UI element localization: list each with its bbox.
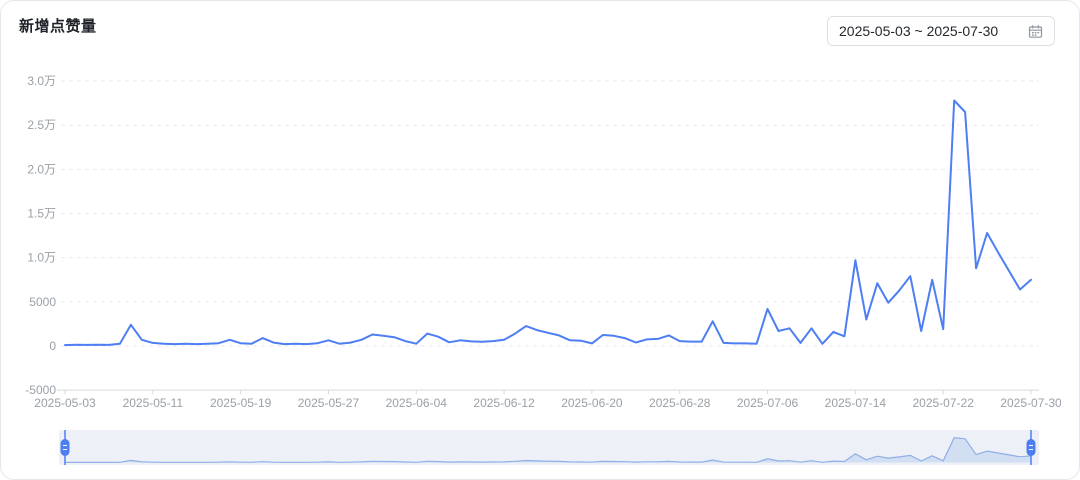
x-axis-label: 2025-05-19 [210,396,272,410]
x-axis-label: 2025-07-22 [912,396,974,410]
datazoom-left-handle[interactable] [60,439,70,456]
datazoom-area [65,437,1031,463]
calendar-icon [1028,24,1043,39]
date-range-value: 2025-05-03 ~ 2025-07-30 [839,23,999,39]
y-axis-label: 1.0万 [27,251,56,265]
x-axis-label: 2025-06-12 [473,396,535,410]
y-axis-label: 1.5万 [27,207,56,221]
x-axis-label: 2025-05-27 [298,396,360,410]
y-axis-label: 2.5万 [27,118,56,132]
x-axis-label: 2025-05-03 [34,396,96,410]
datazoom-track[interactable] [59,430,1039,465]
y-axis-label: 3.0万 [27,74,56,88]
x-axis-label: 2025-07-06 [737,396,799,410]
page-title: 新增点赞量 [19,18,97,35]
x-axis-label: 2025-06-04 [386,396,448,410]
y-axis-label: 2.0万 [27,162,56,176]
x-axis-label: 2025-06-20 [561,396,623,410]
y-axis-label: 0 [49,339,56,353]
y-axis-label: 5000 [29,295,56,309]
x-axis-label: 2025-07-14 [825,396,887,410]
likes-trend-chart: 3.0万 2.5万 2.0万 1.5万 1.0万 5000 0 -50002025-05-03… [25,74,1061,465]
y-axis-label: -5000 [25,383,56,397]
x-axis-label: 2025-05-11 [123,396,184,410]
datazoom-right-handle[interactable] [1026,439,1036,456]
likes-line-series [64,99,1032,347]
datazoom-line [65,437,1032,463]
x-axis-label: 2025-06-28 [649,396,711,410]
date-range-picker[interactable]: 2025-05-03 ~ 2025-07-30 [827,16,1055,46]
x-axis-label: 2025-07-30 [1000,396,1061,410]
